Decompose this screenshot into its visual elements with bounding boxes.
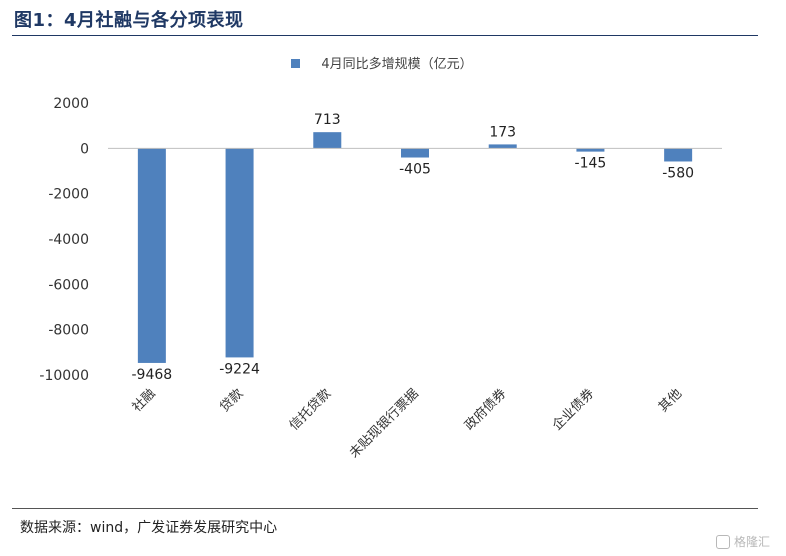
y-tick-label: -10000 xyxy=(39,368,89,384)
y-tick-label: -6000 xyxy=(48,277,89,293)
y-tick-label: 2000 xyxy=(53,96,89,112)
category-label: 其他 xyxy=(656,386,685,415)
y-tick-label: -8000 xyxy=(48,323,89,339)
bar xyxy=(664,148,693,162)
bar xyxy=(313,132,342,149)
legend-swatch xyxy=(291,59,300,68)
bar xyxy=(576,148,605,152)
bars xyxy=(137,132,693,363)
category-labels: 社融 贷款 信托贷款 未贴现银行票据 政府债券 企业债券 其他 xyxy=(129,386,685,462)
data-source: 数据来源：wind，广发证券发展研究中心 xyxy=(20,520,278,536)
data-label: -580 xyxy=(662,165,694,181)
title-divider xyxy=(12,35,758,36)
data-label: -405 xyxy=(399,162,431,178)
bar xyxy=(401,148,429,158)
data-label: -145 xyxy=(575,156,607,172)
watermark-text: 格隆汇 xyxy=(733,535,770,549)
watermark-logo-icon xyxy=(715,534,730,549)
bar xyxy=(137,148,166,363)
y-tick-label: 0 xyxy=(80,141,89,157)
y-axis-ticks: 2000 0 -2000 -4000 -6000 -8000 -10000 xyxy=(39,96,89,384)
figure-title: 图1：4月社融与各分项表现 xyxy=(14,10,244,31)
data-label: 173 xyxy=(489,124,516,140)
legend: 4月同比多增规模（亿元） xyxy=(291,56,473,72)
category-label: 企业债券 xyxy=(549,386,597,434)
y-tick-label: -2000 xyxy=(48,187,89,203)
legend-label: 4月同比多增规模（亿元） xyxy=(321,56,472,72)
watermark: 格隆汇 xyxy=(715,533,770,550)
data-labels: -9468 -9224 713 -405 173 -145 -580 xyxy=(132,112,695,383)
category-label: 社融 xyxy=(129,386,159,416)
data-label: -9224 xyxy=(219,361,260,377)
footer-divider xyxy=(12,508,758,509)
category-label: 政府债券 xyxy=(461,386,509,434)
category-label: 信托贷款 xyxy=(287,386,334,433)
category-label: 贷款 xyxy=(217,386,246,415)
data-label: 713 xyxy=(314,112,341,128)
data-label: -9468 xyxy=(132,367,173,383)
bar xyxy=(225,148,254,358)
y-tick-label: -4000 xyxy=(48,232,89,248)
category-label: 未贴现银行票据 xyxy=(347,386,422,461)
bar xyxy=(488,144,517,149)
